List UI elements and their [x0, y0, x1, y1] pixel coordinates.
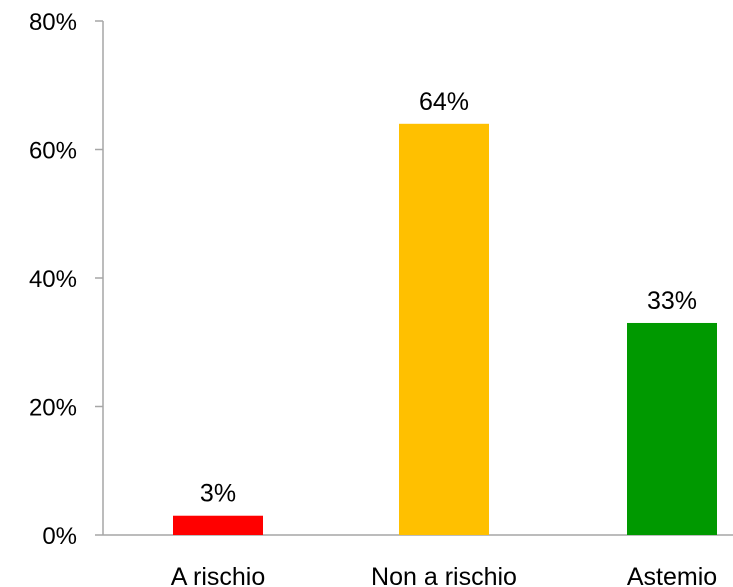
bar	[627, 322, 717, 535]
data-label: 33%	[647, 287, 697, 315]
category-label: Non a rischio	[371, 563, 517, 587]
y-tick-label: 40%	[29, 266, 77, 293]
y-tick-label: 20%	[29, 395, 77, 422]
category-label: Astemio	[627, 563, 717, 587]
y-tick-label: 60%	[29, 138, 77, 165]
y-tick-label: 80%	[29, 9, 77, 36]
labels: 3% A rischio 64% Non a rischio 33% Astemio	[171, 88, 717, 587]
bars	[173, 123, 717, 536]
data-label: 3%	[200, 480, 236, 508]
y-tick-label: 0%	[42, 523, 77, 550]
category-label: A rischio	[171, 563, 265, 587]
bar	[399, 123, 489, 536]
data-label: 64%	[419, 88, 469, 116]
bar	[173, 515, 263, 535]
